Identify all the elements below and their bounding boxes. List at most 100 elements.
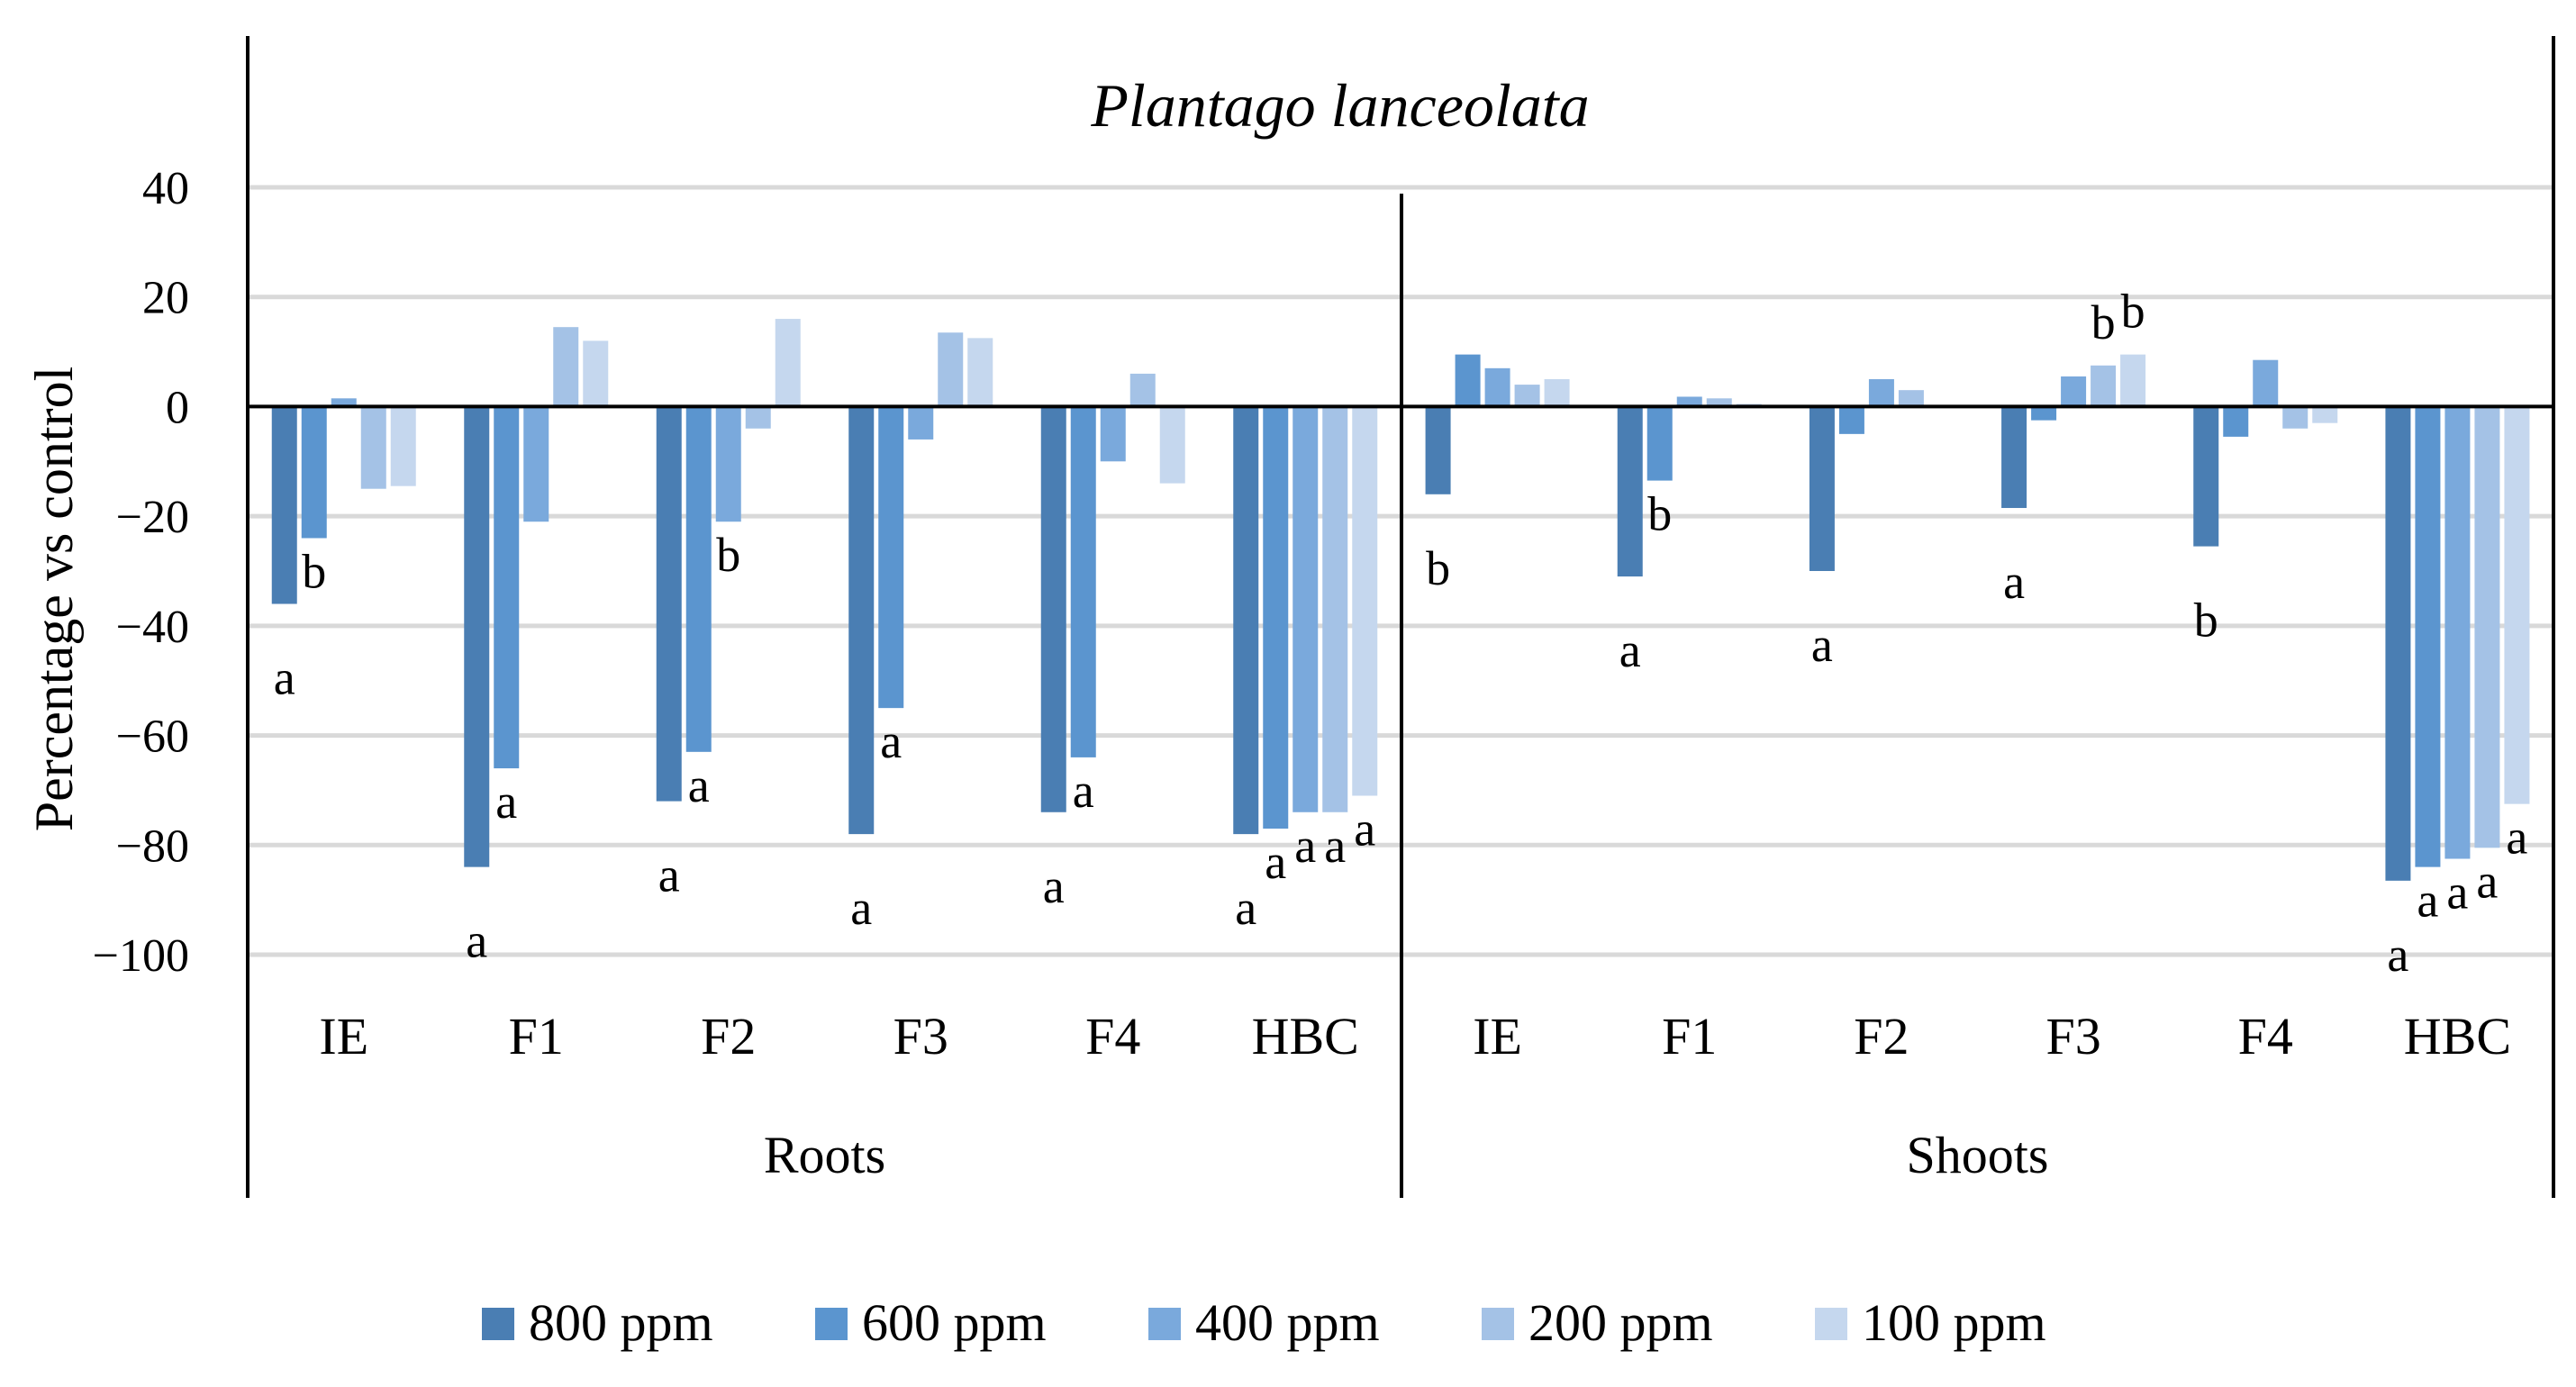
bars [271,319,2530,881]
significance-letter: b [2121,285,2145,339]
y-tick-label: 0 [166,382,189,433]
significance-letter: a [880,714,902,768]
bar-roots-f4-200-ppm [1129,373,1156,407]
bar-shoots-ie-400-ppm [1484,367,1510,407]
bar-shoots-hbc-200-ppm [2474,406,2500,848]
group-labels: Roots Shoots [764,1126,2049,1184]
significance-letter: a [1265,835,1286,889]
significance-letter: a [1324,819,1346,873]
category-label: F1 [509,1007,564,1065]
significance-letter: a [274,651,295,705]
category-label: F2 [1854,1007,1909,1065]
bar-roots-ie-400-ppm [331,398,357,407]
y-tick-label: −40 [116,602,189,653]
bar-roots-f4-100-ppm [1159,406,1185,484]
category-label: F3 [2045,1007,2100,1065]
bar-roots-f2-800-ppm [656,406,682,802]
bar-shoots-hbc-400-ppm [2444,406,2471,859]
bar-roots-ie-600-ppm [301,406,327,539]
y-tick-label: −80 [116,820,189,872]
significance-letter: a [2003,555,2025,609]
significance-letter: a [2506,811,2527,865]
bar-shoots-hbc-800-ppm [2385,406,2411,881]
bar-shoots-f3-100-ppm [2120,354,2146,407]
bar-shoots-f2-400-ppm [1868,379,1894,407]
bar-roots-f3-600-ppm [878,406,904,709]
legend-label: 800 ppm [529,1293,713,1352]
category-labels: IE F1 F2 F3 F4 HBC IE F1 F2 F3 F4 HBC [319,1007,2511,1065]
bar-roots-f4-400-ppm [1100,406,1126,462]
bar-shoots-f3-400-ppm [2061,376,2087,407]
significance-letter: a [1294,819,1316,873]
bar-shoots-f3-200-ppm [2091,365,2117,407]
category-label: IE [1473,1007,1522,1065]
y-tick-labels: 40 20 0 −20 −40 −60 −80 −100 [93,163,189,982]
bar-roots-hbc-800-ppm [1233,406,1259,835]
significance-letter: a [658,848,680,902]
bar-shoots-ie-200-ppm [1514,385,1540,407]
legend-label: 400 ppm [1195,1293,1380,1352]
significance-letter: b [302,544,326,598]
bar-shoots-f2-800-ppm [1809,406,1835,571]
significance-letter: a [495,775,517,829]
bar-roots-f1-400-ppm [523,406,549,522]
bar-shoots-ie-100-ppm [1544,379,1570,407]
category-label: F1 [1662,1007,1717,1065]
y-tick-label: −100 [93,930,189,982]
bar-shoots-f2-200-ppm [1898,390,1924,407]
category-label: HBC [2404,1007,2511,1065]
significance-letter: b [2091,295,2116,349]
category-label: F3 [893,1007,948,1065]
bar-shoots-f3-800-ppm [2001,406,2027,509]
bar-roots-f1-200-ppm [553,327,579,407]
category-label: HBC [1252,1007,1359,1065]
legend-swatch [1482,1308,1514,1340]
legend-swatch [1148,1308,1181,1340]
bar-roots-f4-800-ppm [1040,406,1066,812]
category-label: IE [319,1007,368,1065]
bar-shoots-f4-800-ppm [2193,406,2219,547]
legend: 800 ppm 600 ppm 400 ppm 200 ppm 100 ppm [482,1293,2046,1352]
legend-swatch [1815,1308,1847,1340]
significance-letter: a [2387,928,2408,982]
bar-shoots-f1-800-ppm [1617,406,1643,577]
bar-shoots-f1-200-ppm [1706,398,1732,407]
bar-roots-hbc-600-ppm [1263,406,1289,829]
group-label-roots: Roots [764,1126,885,1184]
bar-shoots-f4-100-ppm [2312,406,2338,423]
bar-roots-f3-400-ppm [908,406,934,440]
legend-label: 100 ppm [1862,1293,2046,1352]
significance-letter: a [466,914,487,968]
legend-swatch [815,1308,848,1340]
bar-shoots-f2-600-ppm [1838,406,1864,434]
bar-shoots-f1-600-ppm [1646,406,1673,481]
significance-letter: b [2194,594,2218,648]
chart-title: Plantago lanceolata [1090,71,1589,140]
bar-roots-hbc-200-ppm [1322,406,1348,812]
bar-roots-f2-200-ppm [745,406,771,429]
y-tick-label: −60 [116,712,189,763]
significance-letter: a [2417,874,2438,928]
bar-roots-f3-100-ppm [967,338,993,407]
category-label: F4 [1085,1007,1140,1065]
significance-letter: a [1619,623,1641,677]
legend-label: 200 ppm [1528,1293,1713,1352]
significance-letter: b [1426,541,1450,595]
bar-roots-ie-200-ppm [360,406,386,489]
bar-roots-hbc-400-ppm [1293,406,1319,812]
axes [246,36,2555,1198]
significance-letter: a [1354,802,1375,857]
bar-roots-f1-800-ppm [464,406,490,867]
significance-letter: a [2446,866,2468,920]
bar-roots-ie-800-ppm [271,406,297,604]
y-tick-label: 20 [142,273,189,324]
bar-roots-f4-600-ppm [1070,406,1096,757]
y-axis-label: Percentage vs control [24,367,84,831]
bar-shoots-ie-800-ppm [1425,406,1451,494]
bar-roots-f2-400-ppm [715,406,741,522]
bar-roots-f3-200-ppm [938,332,964,407]
y-tick-label: −20 [116,492,189,543]
significance-letter: a [1073,764,1094,818]
significance-letter: b [716,528,740,582]
